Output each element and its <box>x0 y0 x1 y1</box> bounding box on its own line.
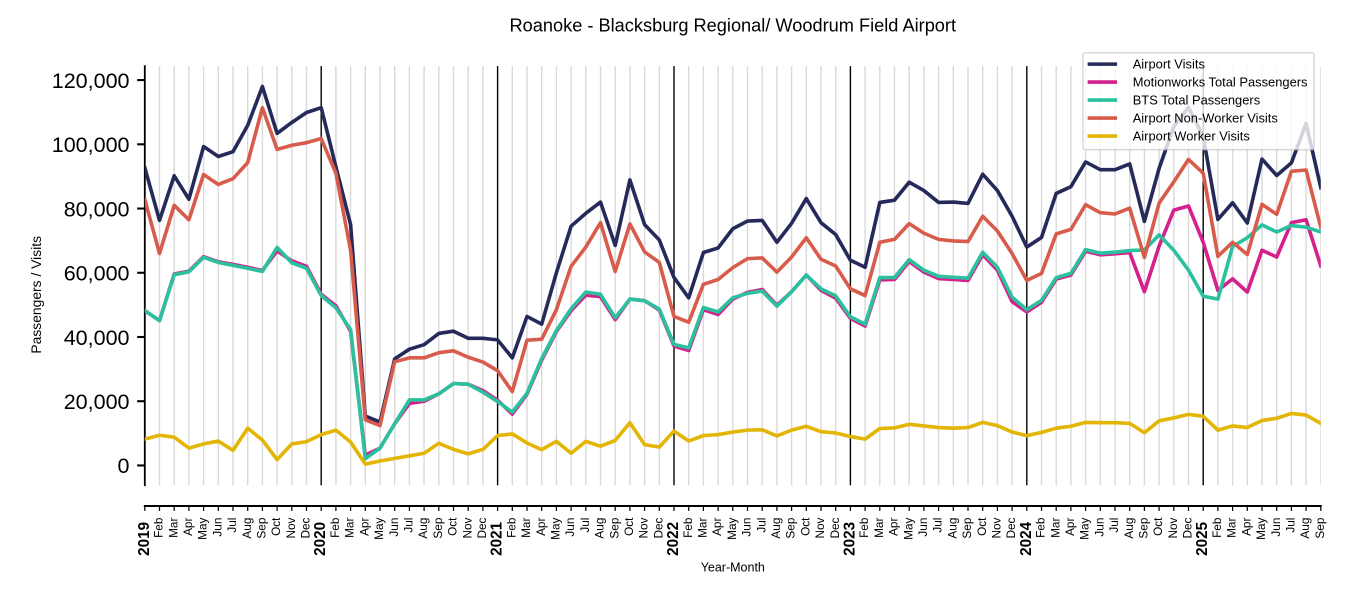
svg-text:May: May <box>725 517 739 539</box>
svg-text:Dec: Dec <box>828 517 842 538</box>
svg-text:Apr: Apr <box>1239 518 1253 536</box>
svg-text:Nov: Nov <box>637 517 651 538</box>
svg-text:Jun: Jun <box>740 518 754 537</box>
svg-text:Oct: Oct <box>975 517 989 536</box>
svg-text:Oct: Oct <box>446 517 460 536</box>
svg-text:BTS Total Passengers: BTS Total Passengers <box>1133 93 1260 108</box>
svg-text:Mar: Mar <box>1048 518 1062 538</box>
svg-text:Mar: Mar <box>872 518 886 538</box>
svg-text:Oct: Oct <box>798 517 812 536</box>
svg-text:May: May <box>1254 517 1268 539</box>
svg-text:May: May <box>196 517 210 539</box>
svg-text:Mar: Mar <box>695 518 709 538</box>
svg-text:Feb: Feb <box>681 517 695 538</box>
svg-text:Dec: Dec <box>299 517 313 538</box>
svg-text:0: 0 <box>118 454 130 478</box>
svg-text:40,000: 40,000 <box>64 326 130 350</box>
svg-text:May: May <box>548 517 562 539</box>
svg-text:Apr: Apr <box>534 518 548 536</box>
svg-text:Apr: Apr <box>1063 518 1077 536</box>
svg-text:Apr: Apr <box>887 518 901 536</box>
svg-text:Jun: Jun <box>210 518 224 537</box>
svg-text:Sep: Sep <box>1136 517 1150 538</box>
svg-text:Sep: Sep <box>960 517 974 538</box>
svg-text:Feb: Feb <box>504 517 518 538</box>
svg-text:Feb: Feb <box>328 517 342 538</box>
svg-text:Jul: Jul <box>1107 518 1121 533</box>
svg-text:Aug: Aug <box>945 518 959 539</box>
svg-text:Apr: Apr <box>710 518 724 536</box>
svg-text:80,000: 80,000 <box>64 197 130 221</box>
svg-text:May: May <box>901 517 915 539</box>
svg-text:Mar: Mar <box>343 518 357 538</box>
svg-text:Aug: Aug <box>1122 518 1136 539</box>
svg-text:Dec: Dec <box>475 517 489 538</box>
svg-text:2021: 2021 <box>489 521 506 555</box>
svg-text:Aug: Aug <box>769 518 783 539</box>
svg-text:Nov: Nov <box>460 517 474 538</box>
svg-text:Jul: Jul <box>401 518 415 533</box>
svg-text:Jul: Jul <box>578 518 592 533</box>
svg-text:May: May <box>1078 517 1092 539</box>
svg-text:Jul: Jul <box>225 518 239 533</box>
svg-text:Aug: Aug <box>593 518 607 539</box>
svg-text:Nov: Nov <box>989 517 1003 538</box>
svg-text:Sep: Sep <box>431 517 445 538</box>
svg-text:Dec: Dec <box>651 517 665 538</box>
svg-text:2020: 2020 <box>312 522 329 556</box>
svg-text:Nov: Nov <box>813 517 827 538</box>
svg-text:Jun: Jun <box>563 518 577 537</box>
svg-text:Jun: Jun <box>916 518 930 537</box>
svg-text:20,000: 20,000 <box>64 390 130 414</box>
svg-text:May: May <box>372 517 386 539</box>
svg-text:Airport Visits: Airport Visits <box>1133 57 1205 72</box>
svg-text:2024: 2024 <box>1018 521 1035 555</box>
svg-text:Aug: Aug <box>416 518 430 539</box>
svg-text:Passengers / Visits: Passengers / Visits <box>28 236 44 354</box>
svg-text:Nov: Nov <box>284 517 298 538</box>
svg-text:2019: 2019 <box>136 522 153 556</box>
svg-text:60,000: 60,000 <box>64 262 130 286</box>
svg-text:Nov: Nov <box>1166 517 1180 538</box>
svg-text:100,000: 100,000 <box>52 133 130 157</box>
svg-text:Jul: Jul <box>1283 518 1297 533</box>
svg-text:Year-Month: Year-Month <box>701 561 765 575</box>
svg-text:Mar: Mar <box>519 518 533 538</box>
svg-text:Sep: Sep <box>607 517 621 538</box>
svg-text:Feb: Feb <box>152 517 166 538</box>
svg-text:Motionworks Total Passengers: Motionworks Total Passengers <box>1133 75 1308 90</box>
svg-text:Mar: Mar <box>1225 518 1239 538</box>
svg-text:Aug: Aug <box>240 518 254 539</box>
svg-text:Dec: Dec <box>1004 517 1018 538</box>
svg-text:Airport Worker Visits: Airport Worker Visits <box>1133 129 1250 144</box>
svg-text:Apr: Apr <box>181 518 195 536</box>
svg-text:2022: 2022 <box>665 522 682 556</box>
svg-text:Sep: Sep <box>254 517 268 538</box>
svg-text:Aug: Aug <box>1298 518 1312 539</box>
svg-text:Feb: Feb <box>1210 517 1224 538</box>
svg-text:Feb: Feb <box>1034 517 1048 538</box>
svg-text:Feb: Feb <box>857 517 871 538</box>
svg-text:2025: 2025 <box>1194 521 1211 555</box>
svg-text:Jun: Jun <box>387 518 401 537</box>
svg-text:Oct: Oct <box>1151 517 1165 536</box>
svg-text:Jul: Jul <box>754 518 768 533</box>
svg-text:Sep: Sep <box>784 517 798 538</box>
svg-text:Jun: Jun <box>1269 518 1283 537</box>
svg-text:Jul: Jul <box>931 518 945 533</box>
svg-text:Apr: Apr <box>357 518 371 536</box>
svg-text:Sep: Sep <box>1313 517 1327 538</box>
svg-text:Dec: Dec <box>1181 517 1195 538</box>
svg-text:Jun: Jun <box>1092 518 1106 537</box>
svg-text:Airport Non-Worker Visits: Airport Non-Worker Visits <box>1133 111 1278 126</box>
svg-text:120,000: 120,000 <box>52 69 130 93</box>
svg-text:2023: 2023 <box>841 522 858 556</box>
svg-text:Mar: Mar <box>166 518 180 538</box>
svg-text:Roanoke - Blacksburg Regional/: Roanoke - Blacksburg Regional/ Woodrum F… <box>510 15 956 35</box>
svg-text:Oct: Oct <box>269 517 283 536</box>
svg-text:Oct: Oct <box>622 517 636 536</box>
